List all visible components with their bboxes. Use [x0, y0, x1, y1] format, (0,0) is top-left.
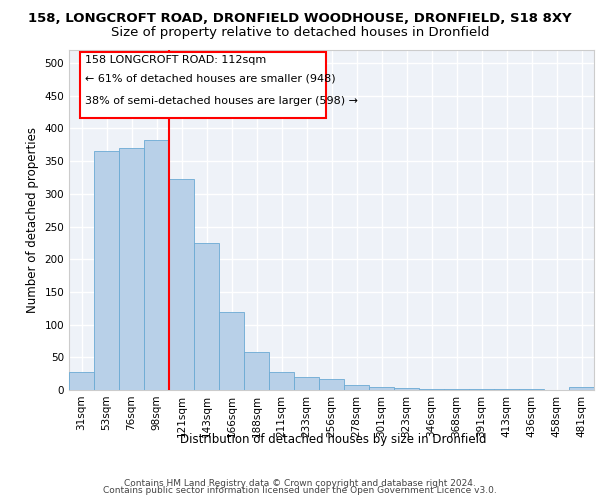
Text: Contains HM Land Registry data © Crown copyright and database right 2024.: Contains HM Land Registry data © Crown c… [124, 478, 476, 488]
Text: Size of property relative to detached houses in Dronfield: Size of property relative to detached ho… [111, 26, 489, 39]
Bar [294, 377, 319, 390]
Text: Contains public sector information licensed under the Open Government Licence v3: Contains public sector information licen… [103, 486, 497, 495]
Bar [269, 372, 294, 390]
Text: 158 LONGCROFT ROAD: 112sqm: 158 LONGCROFT ROAD: 112sqm [85, 55, 266, 65]
Text: ← 61% of detached houses are smaller (948): ← 61% of detached houses are smaller (94… [85, 74, 335, 84]
Bar [369, 386, 394, 390]
Text: 38% of semi-detached houses are larger (598) →: 38% of semi-detached houses are larger (… [85, 96, 358, 106]
Text: 158, LONGCROFT ROAD, DRONFIELD WOODHOUSE, DRONFIELD, S18 8XY: 158, LONGCROFT ROAD, DRONFIELD WOODHOUSE… [28, 12, 572, 26]
Y-axis label: Number of detached properties: Number of detached properties [26, 127, 39, 313]
FancyBboxPatch shape [79, 52, 326, 118]
Bar [219, 312, 244, 390]
Bar [344, 385, 369, 390]
Bar [319, 379, 344, 390]
Bar [194, 243, 219, 390]
Bar [394, 388, 419, 390]
Bar [419, 388, 444, 390]
Bar [569, 386, 594, 390]
Bar [119, 148, 144, 390]
Bar [144, 140, 169, 390]
Bar [169, 179, 194, 390]
Bar [69, 372, 94, 390]
Text: Distribution of detached houses by size in Dronfield: Distribution of detached houses by size … [180, 432, 486, 446]
Bar [244, 352, 269, 390]
Bar [94, 152, 119, 390]
